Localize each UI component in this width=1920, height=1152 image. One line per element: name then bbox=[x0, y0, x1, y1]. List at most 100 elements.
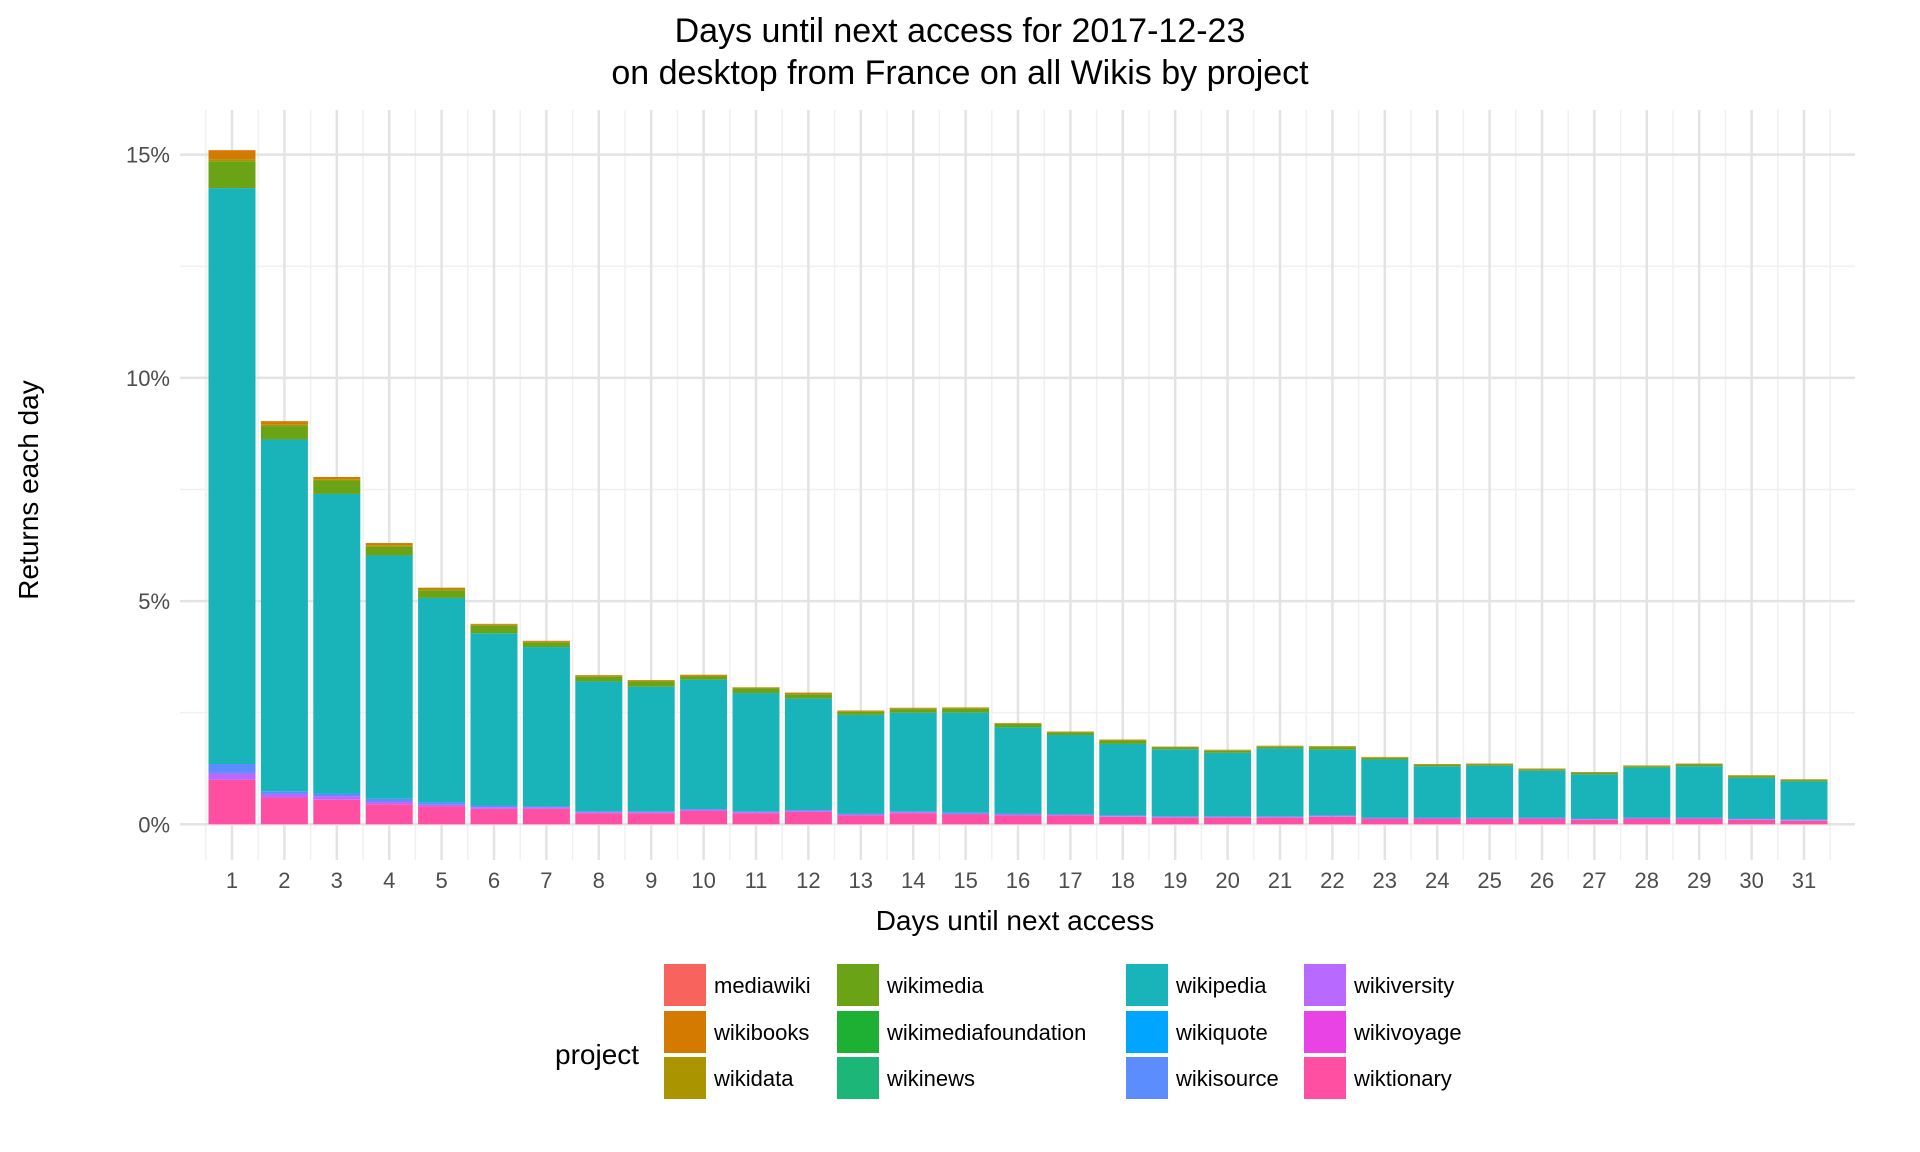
bar-segment-wikipedia bbox=[365, 555, 413, 799]
bar-segment-wikisource bbox=[837, 813, 885, 815]
bar-segment-wikidata bbox=[260, 424, 308, 427]
x-tick-label: 9 bbox=[645, 868, 657, 893]
bar-segment-wikipedia bbox=[575, 681, 623, 812]
bar-segment-wikisource bbox=[470, 805, 518, 808]
bar-segment-wikimedia bbox=[942, 708, 990, 713]
legend-label-wikiversity: wikiversity bbox=[1353, 973, 1454, 998]
bar-segment-wikipedia bbox=[522, 647, 570, 807]
y-tick-label: 15% bbox=[126, 143, 170, 168]
bar-segment-wikidata bbox=[784, 693, 832, 695]
bar-segment-wikimedia bbox=[1466, 764, 1514, 766]
bar-segment-wiktionary bbox=[1466, 818, 1514, 825]
bar-segment-wikisource bbox=[575, 811, 623, 813]
bar-segment-wiktionary bbox=[942, 814, 990, 825]
bar-segment-wikimedia bbox=[365, 546, 413, 556]
bar-segment-wiktionary bbox=[418, 806, 466, 825]
bar-segment-wikipedia bbox=[313, 493, 361, 794]
legend-label-wikisource: wikisource bbox=[1175, 1066, 1279, 1091]
legend-title: project bbox=[555, 1039, 639, 1070]
x-tick-label: 20 bbox=[1215, 868, 1239, 893]
bar-segment-wikiversity bbox=[784, 810, 832, 812]
bar-segment-wikipedia bbox=[994, 727, 1042, 814]
x-tick-label: 13 bbox=[849, 868, 873, 893]
bar-segment-wiktionary bbox=[365, 804, 413, 825]
bar-segment-wikipedia bbox=[470, 633, 518, 806]
bar-segment-wikipedia bbox=[1413, 766, 1461, 818]
legend-swatch-wikinews bbox=[837, 1057, 879, 1099]
x-tick-label: 4 bbox=[383, 868, 395, 893]
bar-segment-wikidata bbox=[732, 687, 780, 689]
bar-segment-wiktionary bbox=[1570, 819, 1618, 825]
x-tick-label: 6 bbox=[488, 868, 500, 893]
bar-segment-wikidata bbox=[470, 624, 518, 626]
bar-segment-wiktionary bbox=[889, 813, 937, 825]
bar-segment-wikimedia bbox=[260, 426, 308, 440]
bar-segment-wiktionary bbox=[1046, 815, 1094, 825]
bar-segment-wikimedia bbox=[732, 688, 780, 694]
bar-segment-wiktionary bbox=[680, 810, 728, 825]
y-tick-label: 10% bbox=[126, 366, 170, 391]
bar-segment-wiktionary bbox=[994, 815, 1042, 825]
x-tick-label: 19 bbox=[1163, 868, 1187, 893]
legend-label-wikipedia: wikipedia bbox=[1175, 973, 1267, 998]
x-tick-label: 11 bbox=[745, 868, 768, 893]
bar-segment-wikipedia bbox=[784, 698, 832, 810]
bar-segment-wikimedia bbox=[470, 625, 518, 634]
bar-segment-wiktionary bbox=[837, 815, 885, 825]
bar-segment-wiktionary bbox=[784, 811, 832, 825]
bar-segment-wikiversity bbox=[889, 812, 937, 814]
bar-segment-wikisource bbox=[1570, 818, 1618, 820]
bar-segment-wikibooks bbox=[313, 476, 361, 480]
bar-segment-wikipedia bbox=[1046, 735, 1094, 815]
bar-segment-wikisource bbox=[1675, 817, 1723, 819]
bar-segment-wikidata bbox=[418, 589, 466, 591]
legend-swatch-wikiversity bbox=[1304, 964, 1346, 1006]
bar-segment-wikibooks bbox=[365, 543, 413, 546]
bar-segment-wiktionary bbox=[1204, 817, 1252, 825]
bar-segment-wikipedia bbox=[1099, 743, 1147, 816]
chart-title-line-1: Days until next access for 2017-12-23 bbox=[675, 12, 1246, 50]
bar-segment-wikipedia bbox=[1675, 766, 1723, 818]
x-tick-label: 8 bbox=[593, 868, 605, 893]
bar-segment-wikimedia bbox=[208, 161, 256, 189]
bar-segment-wikipedia bbox=[680, 679, 728, 810]
x-tick-label: 2 bbox=[278, 868, 290, 893]
legend-swatch-wikimediafoundation bbox=[837, 1011, 879, 1053]
bar-segment-wikipedia bbox=[889, 712, 937, 812]
x-tick-label: 24 bbox=[1425, 868, 1449, 893]
bar-segment-wikidata bbox=[680, 675, 728, 677]
x-axis-title: Days until next access bbox=[876, 905, 1155, 936]
bar-segment-wikidata bbox=[889, 708, 937, 710]
bar-segment-wikimedia bbox=[1413, 764, 1461, 767]
bar-segment-wikimedia bbox=[1361, 757, 1409, 760]
bar-segment-wiktionary bbox=[1675, 818, 1723, 825]
bar-segment-wiktionary bbox=[313, 799, 361, 825]
bar-segment-wikisource bbox=[1046, 814, 1094, 815]
x-tick-label: 31 bbox=[1792, 868, 1816, 893]
bar-segment-wikipedia bbox=[732, 693, 780, 812]
bar-segment-wikipedia bbox=[1780, 781, 1828, 820]
bar-segment-wikimedia bbox=[575, 676, 623, 682]
bar-segment-wikipedia bbox=[837, 714, 885, 814]
x-tick-label: 10 bbox=[691, 868, 715, 893]
bar-segment-wikimedia bbox=[1623, 766, 1671, 768]
x-tick-label: 22 bbox=[1320, 868, 1344, 893]
bar-segment-wikimedia bbox=[1256, 746, 1304, 749]
bar-segment-wikimedia bbox=[1151, 747, 1199, 750]
bar-segment-wiktionary bbox=[1413, 818, 1461, 825]
y-axis-ticks: 0% 5% 10% 15% bbox=[126, 143, 170, 838]
legend-label-wikiquote: wikiquote bbox=[1175, 1020, 1268, 1045]
bar-segment-wiktionary bbox=[1780, 820, 1828, 825]
legend-swatch-wikisource bbox=[1126, 1057, 1168, 1099]
bar-segment-wiktionary bbox=[260, 797, 308, 825]
bar-segment-wikimedia bbox=[1518, 769, 1566, 771]
legend-label-wiktionary: wiktionary bbox=[1353, 1066, 1452, 1091]
bar-segment-wikimedia bbox=[627, 681, 675, 687]
x-tick-label: 15 bbox=[953, 868, 977, 893]
bar-segment-wikiversity bbox=[994, 814, 1042, 816]
bar-segment-wikiversity bbox=[522, 807, 570, 809]
bar-segment-wikiversity bbox=[208, 772, 256, 780]
bar-segment-wikisource bbox=[942, 812, 990, 814]
x-tick-label: 25 bbox=[1477, 868, 1501, 893]
bar-segment-wikiversity bbox=[418, 804, 466, 807]
